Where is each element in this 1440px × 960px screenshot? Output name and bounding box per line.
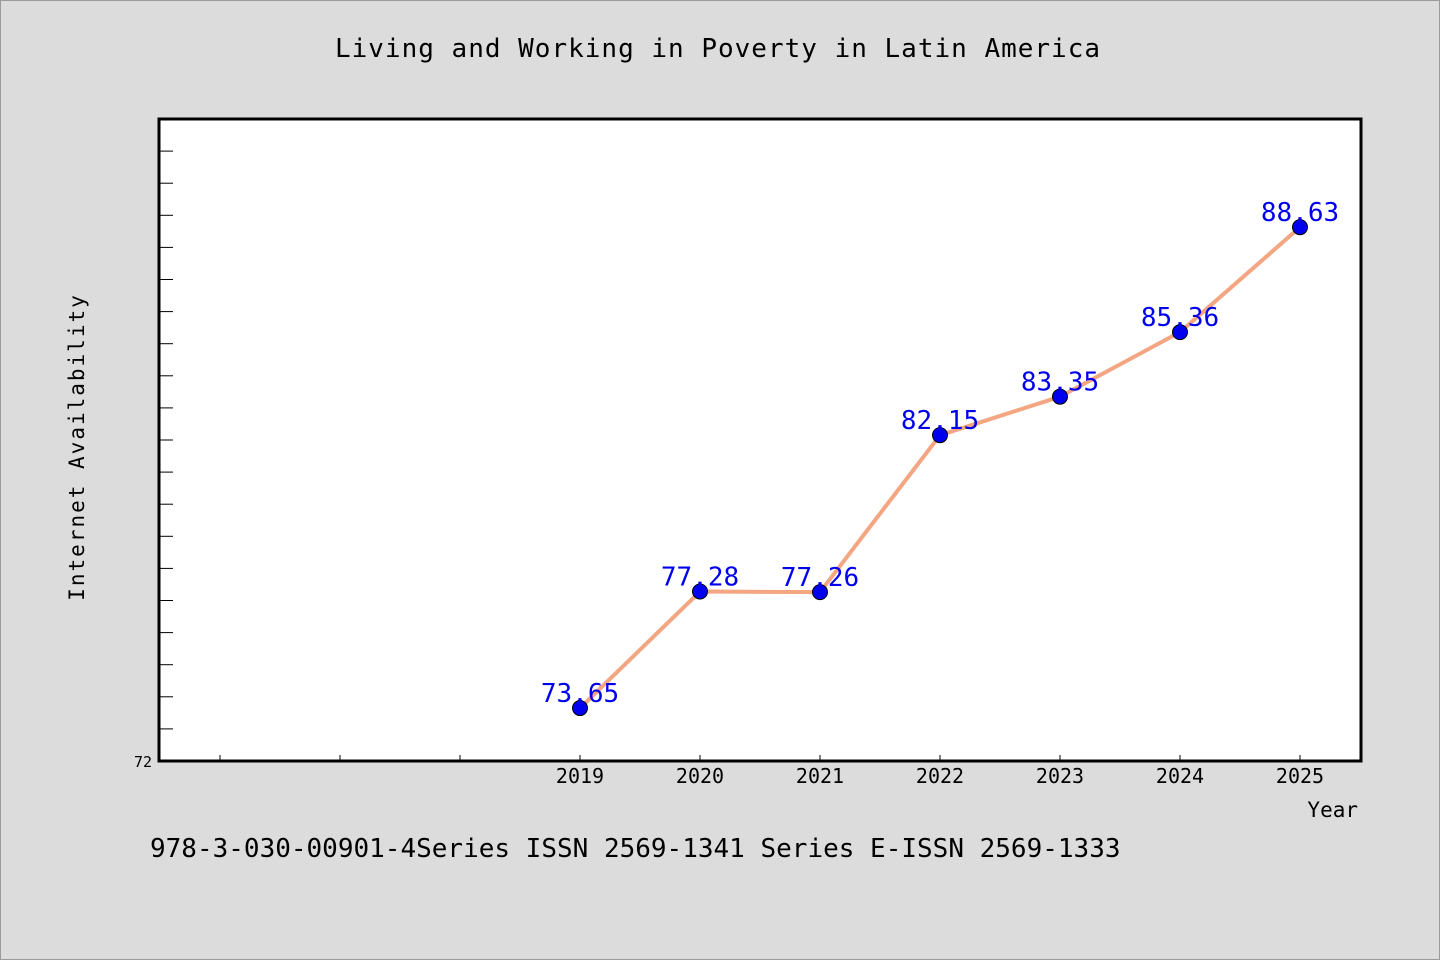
- y-axis-tick-labels: 72: [134, 753, 152, 771]
- data-label: 77.26: [781, 563, 859, 593]
- data-label: 88.63: [1261, 198, 1339, 228]
- x-tick-label: 2019: [556, 764, 604, 788]
- data-label: 83.35: [1021, 368, 1099, 398]
- series-layer: 73.65 77.28 77.26 82.15 83.35 85.36 88.63: [541, 198, 1339, 717]
- x-tick-label: 2021: [796, 764, 844, 788]
- data-label: 82.15: [901, 406, 979, 436]
- x-axis-ticks: [219, 755, 1301, 762]
- y-tick-label: 72: [134, 753, 152, 771]
- data-point: [932, 427, 948, 444]
- data-point: [1292, 219, 1308, 236]
- data-label: 85.36: [1141, 303, 1219, 333]
- data-point: [692, 583, 708, 600]
- x-axis-tick-labels: 2019 2020 2021 2022 2023 2024 2025: [556, 764, 1324, 788]
- x-tick-label: 2022: [916, 764, 964, 788]
- data-point: [1052, 388, 1068, 405]
- x-tick-label: 2025: [1276, 764, 1324, 788]
- x-tick-label: 2023: [1036, 764, 1084, 788]
- footer-note: 978-3-030-00901-4Series ISSN 2569-1341 S…: [150, 834, 1121, 864]
- y-axis-ticks: [158, 150, 173, 730]
- plot-area: [157, 117, 1363, 763]
- data-point: [572, 700, 588, 717]
- x-tick-label: 2024: [1156, 764, 1204, 788]
- x-axis-title: Year: [1307, 798, 1358, 822]
- data-point: [1172, 324, 1188, 341]
- chart-title: Living and Working in Poverty in Latin A…: [334, 34, 1102, 64]
- data-label: 77.28: [661, 563, 739, 593]
- data-label: 73.65: [541, 679, 619, 709]
- x-tick-label: 2020: [676, 764, 724, 788]
- data-point: [812, 584, 828, 601]
